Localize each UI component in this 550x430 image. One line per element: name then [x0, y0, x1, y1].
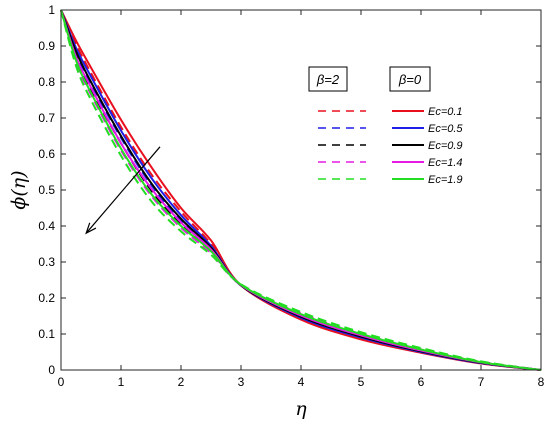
- x-tick-label: 6: [418, 375, 425, 389]
- arrow-head: [85, 222, 97, 235]
- y-tick-label: 0.5: [38, 183, 55, 197]
- y-tick-label: 0.9: [38, 39, 55, 53]
- y-tick-label: 0: [48, 363, 55, 377]
- legend-header-box-solid: [389, 66, 431, 92]
- legend-header-solid: β=0: [398, 72, 422, 87]
- y-tick-label: 0.8: [38, 75, 55, 89]
- arrow-shaft: [85, 146, 161, 234]
- tick-labels: 0 1 2 3 4 5 6 7 8 0 0.1 0.2 0.3 0.4 0.5 0.6 0.7 0.8 0.9 1: [38, 3, 544, 389]
- legend-rows: Ec=0.1 Ec=0.5 Ec=0.9 Ec=1.4 Ec=1.9: [318, 106, 463, 186]
- x-tick-label: 5: [358, 375, 365, 389]
- legend-label: Ec=0.5: [428, 123, 463, 135]
- legend-label: Ec=0.1: [428, 106, 463, 118]
- x-tick-label: 4: [298, 375, 305, 389]
- series-line-solid-ec-1-9: [60, 9, 542, 371]
- y-tick-label: 0.7: [38, 111, 55, 125]
- legend-label: Ec=1.4: [428, 157, 463, 169]
- x-tick-label: 1: [118, 375, 125, 389]
- y-tick-label: 0.1: [38, 327, 55, 341]
- y-tick-label: 0.6: [38, 147, 55, 161]
- legend-label: Ec=1.9: [428, 174, 463, 186]
- legend-label: Ec=0.9: [428, 140, 463, 152]
- y-tick-label: 0.3: [38, 255, 55, 269]
- x-tick-label: 0: [58, 375, 65, 389]
- legend-header-box-dashed: [308, 66, 348, 92]
- y-tick-label: 0.4: [38, 219, 55, 233]
- x-tick-label: 7: [478, 375, 485, 389]
- plot-lines: [60, 9, 542, 371]
- legend: β=2 β=0 Ec=0.1 Ec=0.5 Ec=0.9 Ec=1.4 Ec=1.9: [308, 66, 463, 186]
- y-tick-label: 0.2: [38, 291, 55, 305]
- x-axis-label: η: [295, 398, 307, 420]
- series-line-solid-ec-1-4: [60, 9, 542, 371]
- y-tick-label: 1: [48, 3, 55, 17]
- axis-ticks: [60, 9, 542, 371]
- x-tick-label: 2: [178, 375, 185, 389]
- legend-header-dashed: β=2: [316, 72, 340, 87]
- trend-arrow: [85, 146, 161, 235]
- x-tick-label: 3: [238, 375, 245, 389]
- y-axis-label: ϕ(η): [8, 170, 30, 209]
- x-tick-label: 8: [538, 375, 545, 389]
